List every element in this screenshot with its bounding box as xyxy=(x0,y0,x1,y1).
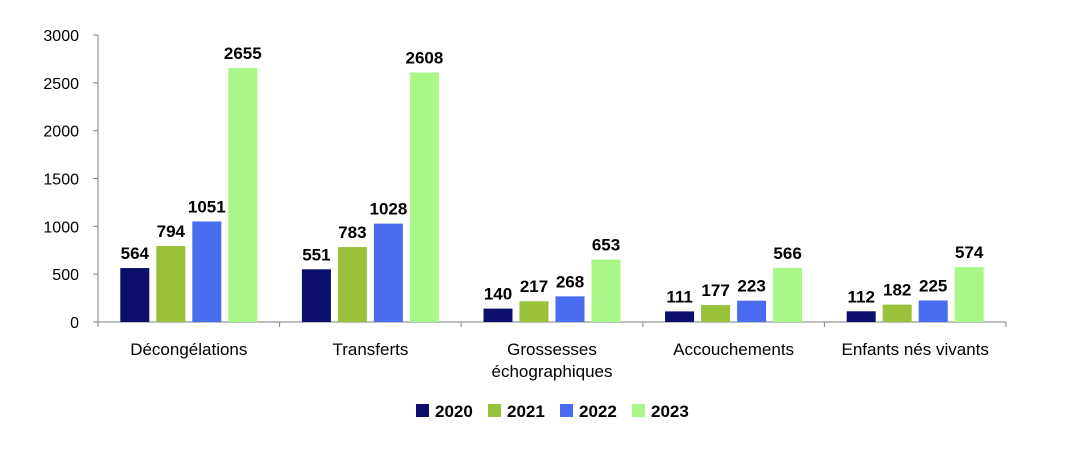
data-label: 1028 xyxy=(369,200,407,219)
bars xyxy=(120,68,984,322)
bar xyxy=(665,311,695,322)
legend-label: 2023 xyxy=(651,402,689,421)
data-label: 574 xyxy=(955,243,984,262)
legend-swatch xyxy=(488,404,501,417)
data-label: 564 xyxy=(121,244,150,263)
data-label: 551 xyxy=(302,245,330,264)
x-category-label-line: échographiques xyxy=(492,362,613,381)
data-label: 223 xyxy=(737,277,765,296)
bar xyxy=(519,301,549,322)
data-label: 2655 xyxy=(224,44,262,63)
x-category-label: Grossesses échographiques xyxy=(492,340,613,381)
bar xyxy=(192,221,222,322)
data-label: 182 xyxy=(883,281,911,300)
x-category-label: Transferts xyxy=(332,340,408,359)
bar xyxy=(918,300,948,322)
x-category-label-line: Accouchements xyxy=(673,340,794,359)
x-category-label-line: Enfants nés vivants xyxy=(841,340,988,359)
bar xyxy=(483,308,513,322)
y-tick-label: 3000 xyxy=(43,28,79,45)
y-tick-label: 2500 xyxy=(43,76,79,93)
y-tick-label: 1000 xyxy=(43,219,79,236)
data-label: 225 xyxy=(919,276,947,295)
bar xyxy=(409,72,439,322)
data-label: 140 xyxy=(484,285,512,304)
legend-swatch xyxy=(560,404,573,417)
y-tick-label: 1500 xyxy=(43,172,79,189)
bar xyxy=(882,304,912,322)
data-label: 1051 xyxy=(188,197,226,216)
bar xyxy=(591,259,621,322)
bar xyxy=(555,296,585,322)
axes: 0 500 1000 1500 2000 2500 3000 Décongélations Tr… xyxy=(43,28,1007,381)
y-tick-label: 0 xyxy=(70,315,79,332)
bar xyxy=(701,305,731,322)
x-category-label: Accouchements xyxy=(673,340,794,359)
x-category-label-line: Grossesses xyxy=(507,340,597,359)
x-category-label: Décongélations xyxy=(130,340,247,359)
x-category-label-line: Décongélations xyxy=(130,340,247,359)
bar xyxy=(156,246,186,322)
data-label: 217 xyxy=(520,277,548,296)
bar xyxy=(120,268,150,322)
legend-label: 2021 xyxy=(507,402,545,421)
data-label: 2608 xyxy=(405,49,443,68)
data-label: 653 xyxy=(592,236,620,255)
legend-label: 2020 xyxy=(435,402,473,421)
data-label: 268 xyxy=(556,272,584,291)
bar xyxy=(737,300,767,322)
x-category-label-line: Transferts xyxy=(332,340,408,359)
y-tick-label: 500 xyxy=(52,267,79,284)
legend-swatch xyxy=(416,404,429,417)
bar xyxy=(228,68,258,322)
legend: 2020 2021 2022 2023 xyxy=(416,402,689,421)
data-label: 177 xyxy=(701,281,729,300)
bar xyxy=(773,267,803,322)
data-label: 783 xyxy=(338,223,366,242)
legend-label: 2022 xyxy=(579,402,617,421)
data-label: 112 xyxy=(847,287,874,306)
bar xyxy=(301,269,331,322)
legend-swatch xyxy=(632,404,645,417)
x-category-label: Enfants nés vivants xyxy=(841,340,988,359)
y-tick-label: 2000 xyxy=(43,124,79,141)
data-label: 111 xyxy=(666,287,693,306)
data-label: 566 xyxy=(773,244,801,263)
data-label: 794 xyxy=(157,222,186,241)
bar xyxy=(373,223,403,322)
bar xyxy=(954,267,984,322)
bar xyxy=(846,311,876,322)
bar xyxy=(337,247,367,322)
